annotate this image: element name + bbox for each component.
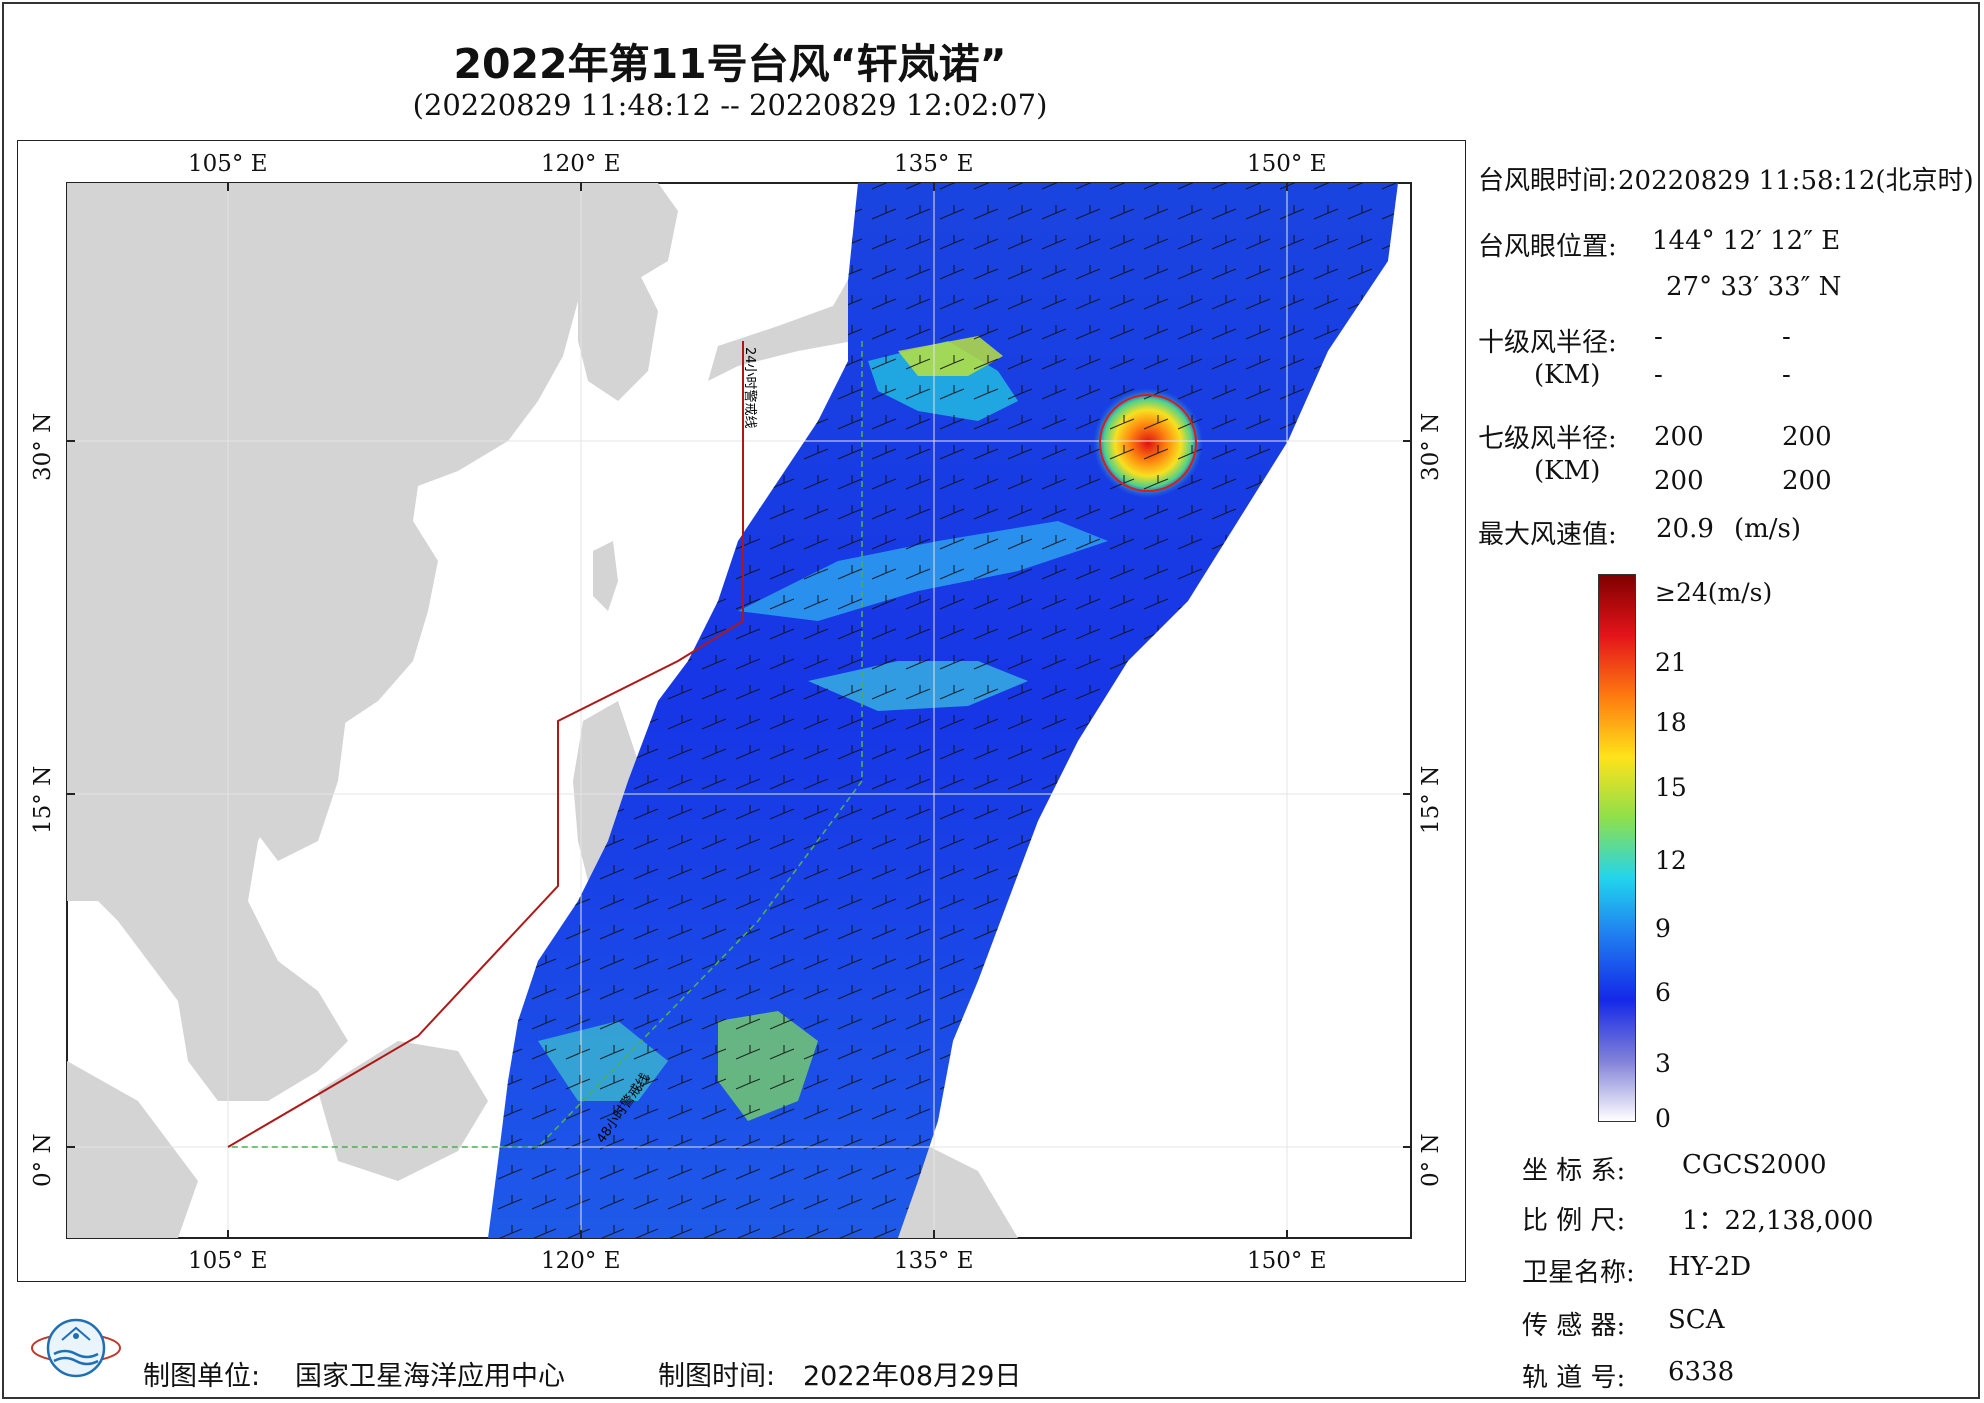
r7-label: 七级风半径:: [1478, 424, 1617, 454]
borneo-landmass: [318, 1041, 488, 1181]
sensor-value: SCA: [1668, 1305, 1725, 1335]
r7-value-nw: 200: [1782, 466, 1832, 496]
lon-label-top-120: 120° E: [541, 151, 621, 177]
max-wind-value: 20.9: [1656, 514, 1714, 544]
scale-label: 比 例 尺:: [1522, 1206, 1626, 1236]
lon-label-bottom-120: 120° E: [541, 1248, 621, 1274]
r10-unit: (KM): [1534, 360, 1601, 390]
r10-value-nw: -: [1782, 360, 1791, 390]
tick-marks: [67, 183, 1411, 1238]
max-wind-unit: (m/s): [1734, 514, 1802, 544]
wind-map[interactable]: 24小时警戒线 48小时警戒线 105° E 120° E 135° E 150…: [18, 141, 1467, 1283]
eye-lat-value: 27° 33′ 33″ N: [1666, 272, 1842, 302]
lon-label-bottom-105: 105° E: [188, 1248, 268, 1274]
colorbar-label-12: 12: [1655, 846, 1687, 875]
lat-label-left-0: 0° N: [30, 1133, 56, 1187]
orbit-value: 6338: [1668, 1357, 1735, 1387]
typhoon-eye-circle: [1099, 394, 1197, 492]
lat-label-right-0: 0° N: [1418, 1133, 1444, 1187]
r7-value-sw: 200: [1654, 466, 1704, 496]
map-title: 2022年第11号台风“轩岚诺”: [453, 40, 1007, 88]
colorbar-label-15: 15: [1655, 773, 1687, 802]
lat-label-right-30: 30° N: [1418, 413, 1444, 481]
warning-line-24h: [227, 341, 744, 1148]
colorbar-label-24: ≥24(m/s): [1655, 578, 1773, 607]
r10-value-ne: -: [1654, 322, 1663, 352]
colorbar-label-18: 18: [1655, 708, 1687, 737]
time-value: 2022年08月29日: [803, 1361, 1022, 1392]
coord-value: CGCS2000: [1682, 1150, 1827, 1180]
lon-label-bottom-135: 135° E: [894, 1248, 974, 1274]
lat-label-right-15: 15° N: [1418, 766, 1444, 834]
korea-landmass: [578, 271, 658, 401]
lon-label-top-105: 105° E: [188, 151, 268, 177]
eye-time-value: 20220829 11:58:12(北京时): [1618, 166, 1974, 196]
coord-label: 坐 标 系:: [1522, 1156, 1626, 1186]
grid-lines: [67, 183, 1411, 1238]
maker-label: 制图单位:: [143, 1361, 261, 1392]
colorbar-label-6: 6: [1655, 978, 1671, 1007]
max-wind-label: 最大风速值:: [1478, 520, 1617, 550]
r7-unit: (KM): [1534, 456, 1601, 486]
indochina-landmass: [238, 641, 348, 861]
warning-line-24h-label: 24小时警戒线: [742, 347, 758, 429]
satellite-value: HY-2D: [1668, 1252, 1752, 1282]
colorbar: [1598, 574, 1636, 1122]
scale-value: 1：22,138,000: [1682, 1206, 1874, 1236]
r10-value-sw: -: [1654, 360, 1663, 390]
map-panel[interactable]: 24小时警戒线 48小时警戒线 105° E 120° E 135° E 150…: [17, 140, 1466, 1282]
colorbar-label-3: 3: [1655, 1049, 1671, 1078]
hainan-landmass: [348, 636, 380, 666]
warning-line-48h: [228, 341, 863, 1148]
nsoas-logo-icon: [31, 1318, 121, 1378]
r10-value-se: -: [1782, 322, 1791, 352]
r10-label: 十级风半径:: [1478, 328, 1617, 358]
eye-lon-value: 144° 12′ 12″ E: [1652, 226, 1841, 256]
lon-label-top-150: 150° E: [1247, 151, 1327, 177]
orbit-label: 轨 道 号:: [1522, 1363, 1626, 1393]
map-subtitle: (20220829 11:48:12 -- 20220829 12:02:07): [412, 88, 1048, 122]
sensor-label: 传 感 器:: [1522, 1311, 1626, 1341]
eye-pos-label: 台风眼位置:: [1478, 232, 1617, 262]
sumatra-landmass: [67, 1061, 198, 1238]
r7-value-se: 200: [1782, 422, 1832, 452]
lon-label-bottom-150: 150° E: [1247, 1248, 1327, 1274]
colorbar-label-9: 9: [1655, 914, 1671, 943]
lat-label-left-15: 15° N: [30, 766, 56, 834]
lon-label-top-135: 135° E: [894, 151, 974, 177]
taiwan-landmass: [593, 541, 618, 611]
eye-time-label: 台风眼时间:: [1478, 166, 1617, 196]
colorbar-label-21: 21: [1655, 648, 1687, 677]
time-label: 制图时间:: [658, 1361, 776, 1392]
lat-label-left-30: 30° N: [30, 413, 56, 481]
wind-barbs: [488, 183, 1398, 1238]
colorbar-label-0: 0: [1655, 1104, 1671, 1133]
satellite-label: 卫星名称:: [1522, 1258, 1635, 1288]
maker-value: 国家卫星海洋应用中心: [295, 1361, 565, 1392]
r7-value-ne: 200: [1654, 422, 1704, 452]
